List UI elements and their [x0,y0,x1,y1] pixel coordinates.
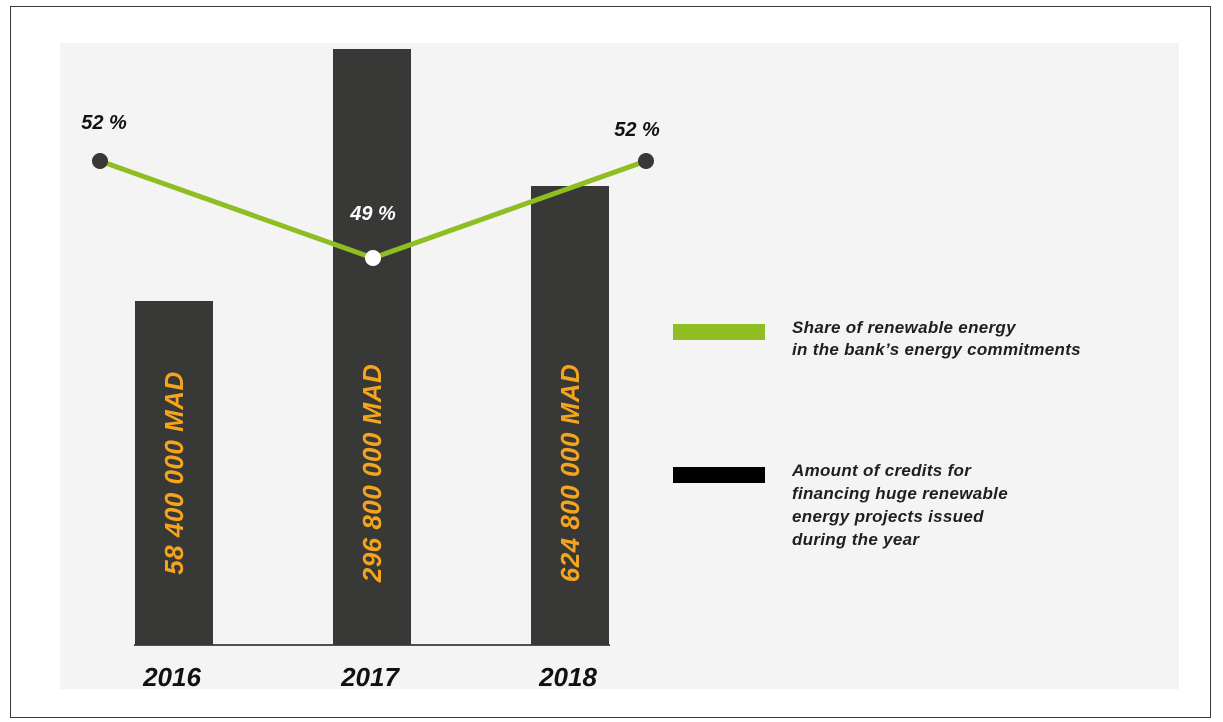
line-point-2018 [638,153,654,169]
legend-bar-label-line-1: Amount of credits for [792,461,972,480]
line-point-2016 [92,153,108,169]
line-value-label-2018: 52 % [614,119,660,141]
legend-bar-swatch [673,467,765,483]
x-tick-label-2017: 2017 [340,662,400,692]
line-value-label-2016: 52 % [81,112,127,134]
legend-line-label: Share of renewable energy in the bank’s … [792,317,1081,361]
legend-bar-label-line-4: during the year [792,530,920,549]
bar-value-label-2018: 624 800 000 MAD [555,364,585,583]
chart-panel [60,43,1179,689]
line-value-label-2017: 49 % [349,203,396,225]
x-tick-label-2018: 2018 [538,662,597,692]
bar-value-label-2016: 58 400 000 MAD [159,371,189,575]
legend-bar-label: Amount of credits for financing huge ren… [792,459,1008,551]
legend-line-label-line-1: Share of renewable energy [792,318,1016,337]
bar-2016 [135,301,213,645]
bar-2018 [531,186,609,645]
legend-bar-label-line-2: financing huge renewable [792,484,1008,503]
bar-2017 [333,49,411,645]
line-point-2017 [365,250,381,266]
bar-value-label-2017: 296 800 000 MAD [357,364,387,584]
legend-line-swatch [673,324,765,340]
x-tick-label-2016: 2016 [142,662,201,692]
legend-line-label-line-2: in the bank’s energy commitments [792,340,1081,359]
legend-bar-label-line-3: energy projects issued [792,507,984,526]
